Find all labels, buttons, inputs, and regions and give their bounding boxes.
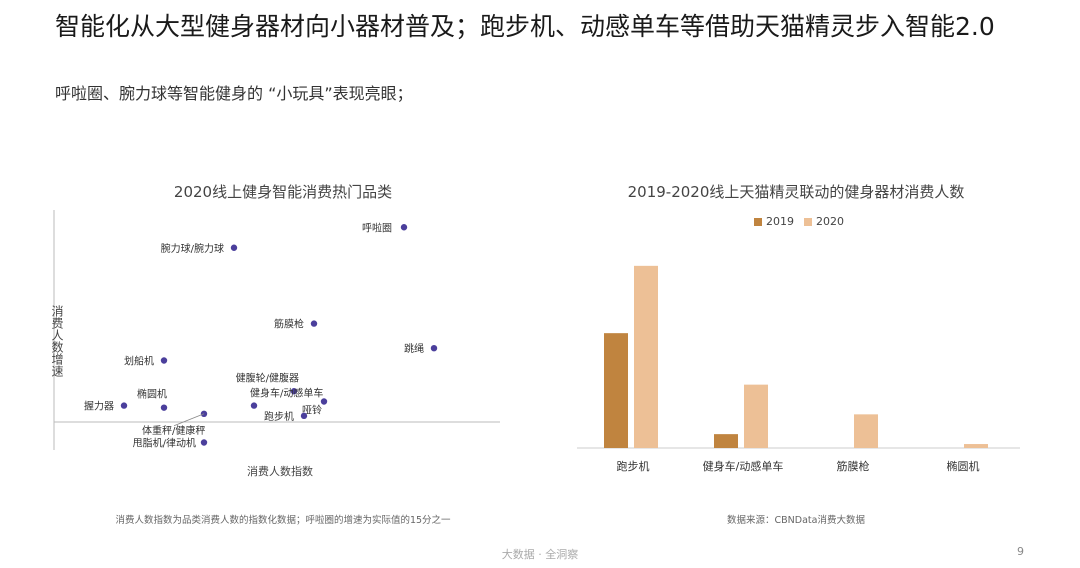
page-number: 9	[1017, 545, 1024, 558]
bar-chart-title: 2019-2020线上天猫精灵联动的健身器材消费人数	[627, 183, 965, 201]
bar-category-label-2: 筋膜枪	[837, 459, 870, 473]
bar-2019-0	[604, 333, 628, 448]
scatter-point-5	[160, 357, 168, 364]
bar-category-label-1: 健身车/动感单车	[703, 459, 784, 473]
scatter-point-label-13: 甩脂机/律动机	[133, 437, 196, 450]
legend-item-2019: 2019	[754, 215, 794, 228]
scatter-point-label-9: 健身车/动感单车	[250, 387, 323, 400]
scatter-point-6	[290, 388, 298, 395]
scatter-point-label-4: 跳绳	[404, 342, 424, 355]
bar-2020-0	[634, 265, 658, 448]
legend-label-2020: 2020	[816, 215, 844, 228]
scatter-point-label-6: 健腹轮/健腹器	[236, 371, 299, 384]
bar-chart: 跑步机 健身车/动感单车 筋膜枪 椭圆机	[577, 265, 1020, 473]
legend-swatch-2020	[804, 218, 812, 226]
bar-2020-1	[744, 384, 768, 448]
slide-subtitle: 呼啦圈、腕力球等智能健身的 “小玩具”表现亮眼；	[55, 84, 413, 103]
scatter-point-label-11: 跑步机	[264, 410, 294, 423]
scatter-point-1	[230, 244, 238, 251]
bar-2019-1	[714, 434, 738, 448]
scatter-point-10	[320, 398, 328, 405]
scatter-point-label-1: 腕力球/腕力球	[161, 242, 224, 255]
scatter-point-4	[430, 345, 438, 352]
bar-category-label-0: 跑步机	[617, 459, 650, 473]
footer-text: 大数据 · 全洞察	[501, 548, 579, 561]
bar-category-label-3: 椭圆机	[947, 459, 980, 473]
legend-swatch-2019	[754, 218, 762, 226]
scatter-point-label-0: 呼啦圈	[362, 221, 392, 234]
scatter-connector-line	[173, 413, 205, 427]
bar-legend: 2019 2020	[754, 215, 844, 228]
scatter-note: 消费人数指数为品类消费人数的指数化数据；呼啦圈的增速为实际值的15分之一	[115, 515, 451, 526]
scatter-point-9	[250, 402, 258, 409]
bar-source: 数据来源：CBNData消费大数据	[727, 515, 865, 526]
slide-title: 智能化从大型健身器材向小器材普及；跑步机、动感单车等借助天猫精灵步入智能2.0	[55, 12, 995, 41]
scatter-point-label-12: 体重秤/健康秤	[142, 424, 205, 437]
scatter-point-label-10: 哑铃	[302, 404, 322, 417]
legend-label-2019: 2019	[766, 215, 794, 228]
scatter-point-13	[200, 439, 208, 446]
scatter-point-12	[200, 410, 208, 417]
scatter-y-axis-label: 消费人数增速	[50, 305, 64, 377]
scatter-point-label-8: 椭圆机	[137, 388, 167, 401]
legend-item-2020: 2020	[804, 215, 844, 228]
bar-2020-2	[854, 414, 878, 448]
scatter-point-3	[310, 320, 318, 327]
bar-2020-3	[964, 444, 988, 448]
scatter-point-0	[400, 224, 408, 231]
scatter-point-label-7: 握力器	[84, 400, 114, 413]
scatter-point-8	[160, 404, 168, 411]
scatter-chart-title: 2020线上健身智能消费热门品类	[173, 183, 393, 201]
scatter-point-11	[300, 412, 308, 420]
scatter-point-label-5: 划船机	[124, 355, 154, 368]
scatter-point-7	[120, 402, 128, 409]
scatter-x-axis-label: 消费人数指数	[247, 465, 313, 478]
scatter-point-label-3: 筋膜枪	[274, 318, 304, 331]
